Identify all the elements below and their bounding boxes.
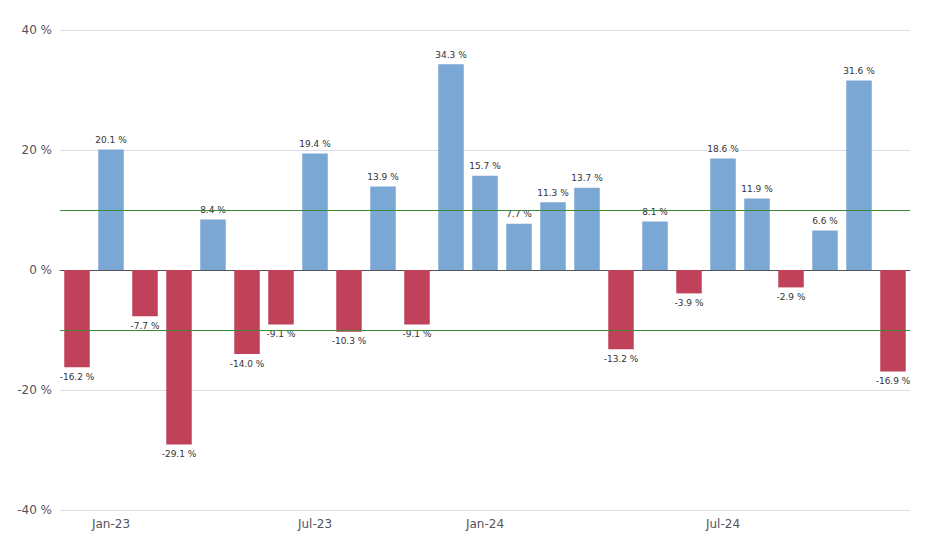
svg-text:15.7 %: 15.7 % <box>469 161 501 171</box>
svg-text:8.4 %: 8.4 % <box>200 205 226 216</box>
svg-text:Jul-23: Jul-23 <box>297 517 332 531</box>
svg-text:-16.2 %: -16.2 % <box>60 372 95 382</box>
svg-text:-14.0 %: -14.0 % <box>230 359 265 369</box>
svg-text:-9.1 %: -9.1 % <box>402 329 432 340</box>
svg-text:18.6 %: 18.6 % <box>707 144 739 154</box>
svg-text:7.7 %: 7.7 % <box>506 209 532 220</box>
svg-text:31.6 %: 31.6 % <box>843 66 875 76</box>
svg-text:11.3 %: 11.3 % <box>537 188 569 198</box>
svg-text:Jan-23: Jan-23 <box>91 517 130 531</box>
svg-text:6.6 %: 6.6 % <box>812 216 838 226</box>
svg-text:20.1 %: 20.1 % <box>95 135 127 145</box>
svg-text:-16.9 %: -16.9 % <box>876 376 911 386</box>
svg-text:Jan-24: Jan-24 <box>465 517 504 531</box>
svg-text:-20 %: -20 % <box>17 383 52 397</box>
svg-text:Jul-24: Jul-24 <box>705 517 740 531</box>
svg-text:13.7 %: 13.7 % <box>571 173 603 183</box>
svg-text:0 %: 0 % <box>29 263 52 277</box>
svg-text:-10.3 %: -10.3 % <box>332 336 367 346</box>
svg-text:-40 %: -40 % <box>17 503 52 517</box>
svg-text:20 %: 20 % <box>22 143 53 157</box>
svg-text:13.9 %: 13.9 % <box>367 172 399 182</box>
svg-text:8.1 %: 8.1 % <box>642 207 668 217</box>
svg-text:-7.7 %: -7.7 % <box>131 321 160 331</box>
svg-text:34.3 %: 34.3 % <box>435 50 467 60</box>
svg-text:-13.2 %: -13.2 % <box>604 354 639 364</box>
svg-text:-3.9 %: -3.9 % <box>675 298 704 308</box>
svg-text:11.9 %: 11.9 % <box>741 184 773 194</box>
svg-text:-29.1 %: -29.1 % <box>162 449 197 459</box>
svg-text:-2.9 %: -2.9 % <box>777 292 806 302</box>
svg-text:19.4 %: 19.4 % <box>299 139 331 149</box>
svg-text:40 %: 40 % <box>22 23 53 37</box>
svg-text:-9.1 %: -9.1 % <box>266 329 296 340</box>
